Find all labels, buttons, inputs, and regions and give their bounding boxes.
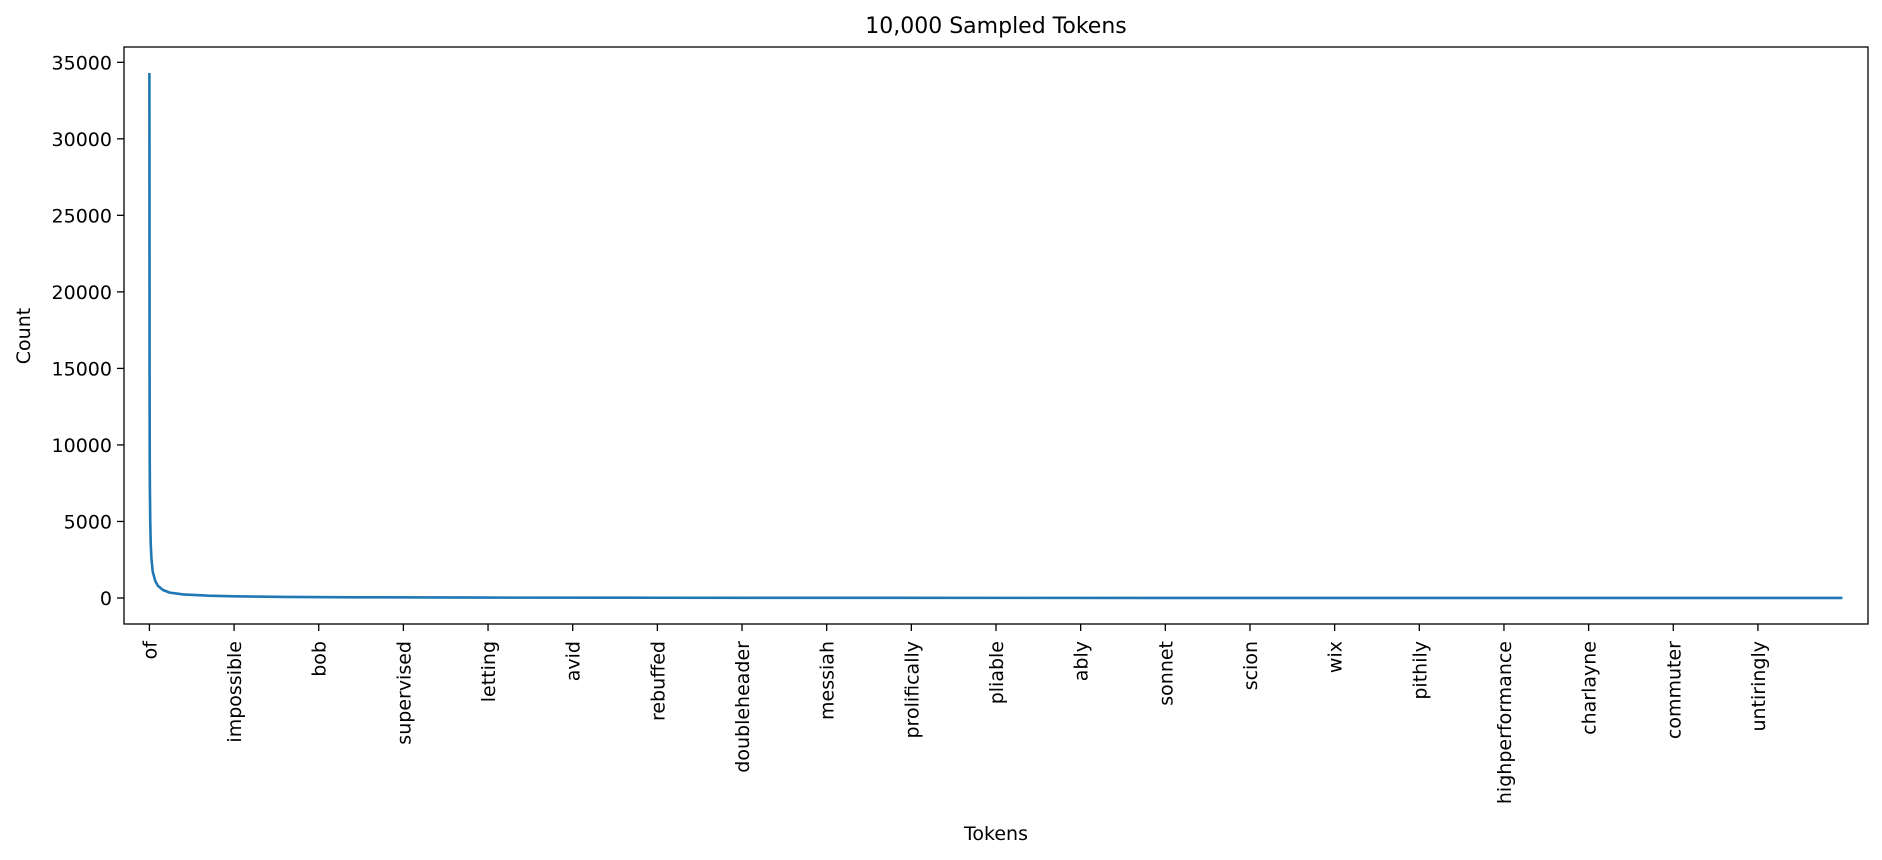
x-tick-label: messiah (817, 641, 839, 720)
y-tick-label: 30000 (52, 129, 112, 151)
x-tick-label: of (139, 640, 161, 660)
x-tick-label: scion (1240, 641, 1262, 690)
x-tick-label: bob (309, 641, 331, 677)
x-axis-label: Tokens (963, 823, 1028, 845)
x-tick-label: charlayne (1579, 641, 1601, 735)
x-axis-ticks: of impossible bob supervised letting avid rebu… (139, 624, 1770, 804)
y-tick-label: 15000 (52, 358, 112, 380)
x-tick-label: prolifically (901, 641, 923, 739)
x-tick-label: wix (1325, 641, 1347, 673)
y-tick-label: 35000 (52, 52, 112, 74)
x-tick-label: commuter (1663, 641, 1685, 739)
x-tick-label: impossible (224, 641, 246, 743)
y-tick-label: 0 (100, 588, 112, 610)
y-tick-label: 10000 (52, 435, 112, 457)
plot-area (148, 73, 1843, 600)
x-tick-label: highperformance (1494, 641, 1516, 804)
x-tick-label: doubleheader (732, 641, 754, 773)
series-line-0 (148, 73, 1843, 600)
x-tick-label: pliable (986, 641, 1008, 704)
x-tick-label: untiringly (1748, 641, 1770, 732)
x-tick-label: ably (1071, 641, 1093, 681)
y-tick-label: 25000 (52, 205, 112, 227)
x-tick-label: pithily (1409, 641, 1431, 700)
y-axis-ticks: 0 5000 10000 15000 20000 25000 30000 35000 (52, 52, 124, 610)
x-tick-label: sonnet (1155, 641, 1177, 706)
x-tick-label: rebuffed (647, 641, 669, 721)
x-tick-label: supervised (393, 641, 415, 745)
y-axis-label: Count (13, 308, 35, 364)
x-tick-label: letting (478, 641, 500, 702)
y-tick-label: 20000 (52, 282, 112, 304)
chart-title: 10,000 Sampled Tokens (865, 14, 1126, 39)
y-tick-label: 5000 (64, 511, 112, 533)
x-tick-label: avid (563, 641, 585, 681)
plot-frame (123, 46, 1869, 625)
